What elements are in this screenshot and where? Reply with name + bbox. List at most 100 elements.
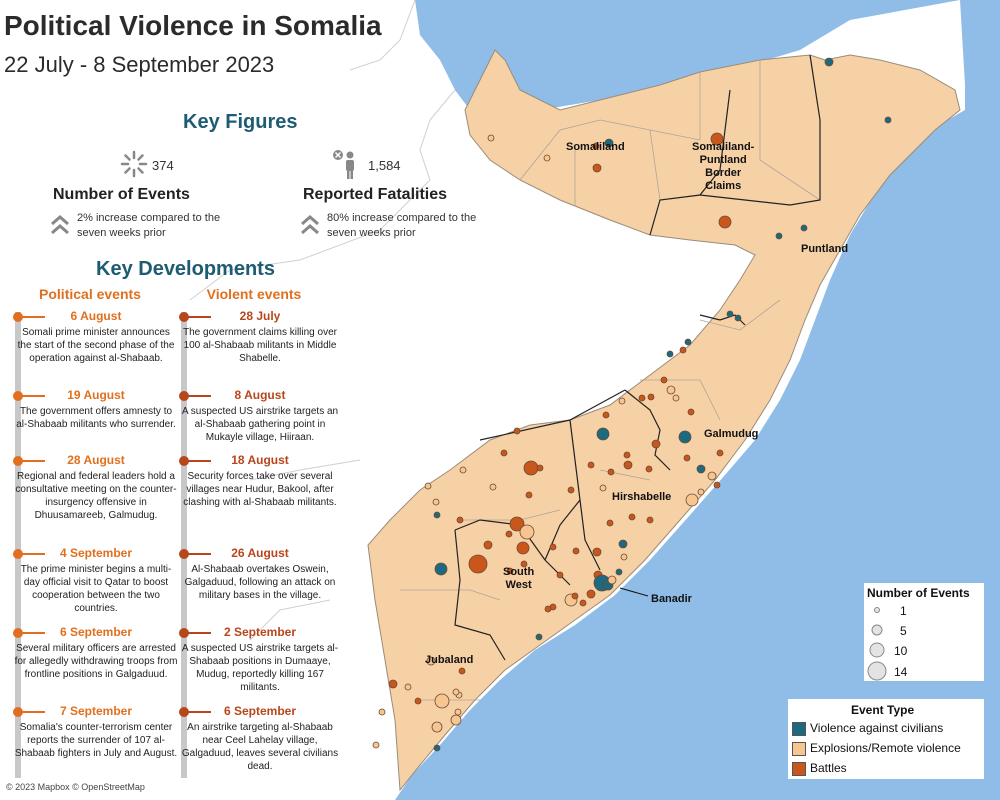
- event-marker[interactable]: [434, 562, 448, 576]
- event-marker[interactable]: [450, 714, 462, 726]
- event-marker[interactable]: [672, 394, 680, 402]
- event-marker[interactable]: [549, 543, 557, 551]
- event-marker[interactable]: [618, 397, 626, 405]
- event-marker[interactable]: [556, 571, 564, 579]
- event-marker[interactable]: [378, 708, 386, 716]
- violent-timeline-bar: [181, 312, 187, 778]
- timeline-dot: [179, 456, 189, 466]
- event-marker[interactable]: [468, 554, 488, 574]
- event-marker[interactable]: [404, 683, 412, 691]
- event-marker[interactable]: [426, 656, 436, 666]
- event-marker[interactable]: [685, 493, 699, 507]
- event-marker[interactable]: [638, 394, 646, 402]
- event-marker[interactable]: [623, 460, 633, 470]
- event-marker[interactable]: [458, 667, 466, 675]
- event-marker[interactable]: [884, 116, 892, 124]
- event-marker[interactable]: [414, 697, 422, 705]
- event-marker[interactable]: [687, 408, 695, 416]
- event-marker[interactable]: [434, 693, 450, 709]
- event-marker[interactable]: [489, 483, 497, 491]
- event-marker[interactable]: [620, 553, 628, 561]
- event-marker[interactable]: [726, 310, 734, 318]
- event-marker[interactable]: [459, 466, 467, 474]
- event-marker[interactable]: [520, 560, 528, 568]
- event-marker[interactable]: [628, 513, 636, 521]
- event-marker[interactable]: [519, 524, 535, 540]
- event-marker[interactable]: [523, 460, 539, 476]
- event-marker[interactable]: [452, 688, 460, 696]
- event-marker[interactable]: [579, 599, 587, 607]
- event-marker[interactable]: [525, 491, 533, 499]
- event-marker[interactable]: [456, 516, 464, 524]
- event-marker[interactable]: [678, 430, 692, 444]
- event-marker[interactable]: [567, 486, 575, 494]
- event-marker[interactable]: [596, 427, 610, 441]
- event-marker[interactable]: [607, 575, 617, 585]
- event-marker[interactable]: [509, 516, 525, 532]
- event-marker[interactable]: [513, 427, 521, 435]
- event-marker[interactable]: [535, 633, 543, 641]
- event-marker[interactable]: [592, 547, 602, 557]
- event-marker[interactable]: [707, 471, 717, 481]
- event-marker[interactable]: [734, 314, 742, 322]
- event-marker[interactable]: [587, 461, 595, 469]
- event-marker[interactable]: [660, 376, 668, 384]
- event-marker[interactable]: [651, 439, 661, 449]
- event-marker[interactable]: [506, 567, 514, 575]
- event-marker[interactable]: [454, 708, 462, 716]
- event-marker[interactable]: [645, 465, 653, 473]
- event-marker[interactable]: [606, 519, 614, 527]
- event-marker[interactable]: [710, 132, 724, 146]
- somalia-land[interactable]: [367, 49, 961, 792]
- event-marker[interactable]: [487, 134, 495, 142]
- event-marker[interactable]: [618, 539, 628, 549]
- event-marker[interactable]: [602, 411, 610, 419]
- event-marker[interactable]: [647, 393, 655, 401]
- event-marker[interactable]: [592, 163, 602, 173]
- event-marker[interactable]: [536, 464, 544, 472]
- event-marker[interactable]: [432, 498, 440, 506]
- event-marker[interactable]: [433, 511, 441, 519]
- timeline-dot: [13, 391, 23, 401]
- event-marker[interactable]: [586, 589, 596, 599]
- event-marker[interactable]: [388, 679, 398, 689]
- event-marker[interactable]: [431, 721, 443, 733]
- event-marker[interactable]: [683, 454, 691, 462]
- event-marker[interactable]: [666, 350, 674, 358]
- event-marker[interactable]: [800, 224, 808, 232]
- event-marker[interactable]: [697, 488, 705, 496]
- event-marker[interactable]: [572, 547, 580, 555]
- map-attribution[interactable]: © 2023 Mapbox © OpenStreetMap: [6, 782, 145, 792]
- event-marker[interactable]: [607, 468, 615, 476]
- event-marker[interactable]: [713, 481, 721, 489]
- event-marker[interactable]: [505, 530, 513, 538]
- event-marker[interactable]: [623, 451, 631, 459]
- event-marker[interactable]: [615, 568, 623, 576]
- event-marker[interactable]: [679, 346, 687, 354]
- event-marker[interactable]: [666, 385, 676, 395]
- event-marker[interactable]: [684, 338, 692, 346]
- timeline-dot: [13, 628, 23, 638]
- event-marker[interactable]: [571, 592, 579, 600]
- event-marker[interactable]: [592, 142, 600, 150]
- timeline-dot: [179, 391, 189, 401]
- event-marker[interactable]: [500, 449, 508, 457]
- event-markers[interactable]: [372, 57, 892, 752]
- event-marker[interactable]: [544, 605, 552, 613]
- event-marker[interactable]: [696, 464, 706, 474]
- event-marker[interactable]: [775, 232, 783, 240]
- event-marker[interactable]: [646, 516, 654, 524]
- event-marker[interactable]: [543, 154, 551, 162]
- event-marker[interactable]: [516, 541, 530, 555]
- event-marker[interactable]: [433, 744, 441, 752]
- event-marker[interactable]: [483, 540, 493, 550]
- event-marker[interactable]: [718, 215, 732, 229]
- event-marker[interactable]: [424, 482, 432, 490]
- event-marker[interactable]: [604, 138, 614, 148]
- region-label-banadir: Banadir: [651, 593, 692, 605]
- event-marker[interactable]: [372, 741, 380, 749]
- event-marker[interactable]: [716, 449, 724, 457]
- event-marker[interactable]: [599, 484, 607, 492]
- event-marker[interactable]: [824, 57, 834, 67]
